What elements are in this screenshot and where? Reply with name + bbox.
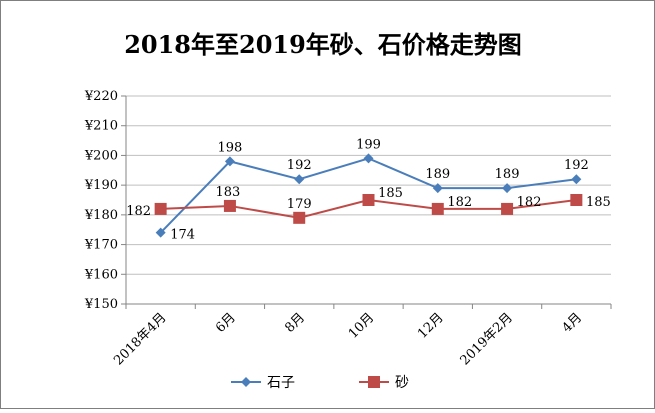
diamond-marker [155, 227, 166, 238]
y-tick-label: ¥190 [84, 178, 118, 193]
square-marker [501, 202, 514, 215]
y-tick-label: ¥220 [84, 89, 118, 104]
data-label: 182 [517, 195, 542, 210]
y-tick-label: ¥180 [84, 208, 118, 223]
x-tick-label: 4月 [560, 310, 586, 336]
data-label: 199 [356, 137, 381, 152]
data-label: 189 [495, 167, 520, 182]
square-marker [362, 194, 375, 206]
series-layer [154, 153, 583, 238]
diamond-marker [502, 183, 513, 194]
y-tick-label: ¥200 [84, 148, 118, 163]
x-axis: 2018年4月 6月 8月 10月 12月 2019年2月 4月 [111, 304, 612, 368]
square-marker [154, 202, 167, 215]
x-tick-label: 10月 [346, 310, 377, 341]
x-tick-label: 2019年2月 [458, 310, 516, 368]
square-marker [223, 199, 236, 212]
legend: 石子 砂 [231, 375, 409, 391]
data-label: 182 [126, 204, 151, 219]
y-tick-label: ¥210 [84, 119, 118, 134]
x-tick-label: 6月 [213, 310, 239, 336]
x-tick-label: 8月 [282, 310, 308, 336]
data-label: 179 [287, 197, 312, 212]
diamond-marker [294, 174, 305, 185]
chart-title: 2018年至2019年砂、石价格走势图 [124, 30, 522, 59]
diamond-marker [571, 174, 582, 185]
data-label: 189 [425, 167, 450, 182]
diamond-marker [432, 183, 443, 194]
data-label: 174 [170, 228, 195, 243]
square-marker [570, 194, 583, 206]
data-label: 182 [447, 195, 472, 210]
legend-label: 砂 [395, 375, 409, 391]
y-tick-label: ¥160 [84, 267, 118, 282]
x-tick-label: 12月 [415, 310, 446, 341]
data-label: 192 [564, 158, 589, 173]
data-labels: 174 198 192 199 189 189 192 182 183 179 185 182 182 1… [126, 137, 611, 242]
square-marker [293, 211, 306, 224]
diamond-marker [363, 153, 374, 164]
square-marker [431, 202, 444, 215]
data-label: 185 [586, 195, 611, 210]
x-tick-label: 2018年4月 [111, 310, 169, 368]
legend-square-marker [368, 376, 380, 388]
data-label: 198 [218, 140, 243, 155]
diamond-marker [224, 156, 235, 167]
legend-diamond-marker [241, 377, 251, 387]
legend-label: 石子 [267, 375, 295, 391]
data-label: 185 [378, 186, 403, 201]
data-label: 183 [216, 185, 241, 200]
y-tick-label: ¥150 [84, 297, 118, 312]
y-tick-label: ¥170 [84, 238, 118, 253]
y-axis: ¥150 ¥160 ¥170 ¥180 ¥190 ¥200 ¥210 ¥220 [84, 89, 127, 312]
data-label: 192 [287, 158, 312, 173]
